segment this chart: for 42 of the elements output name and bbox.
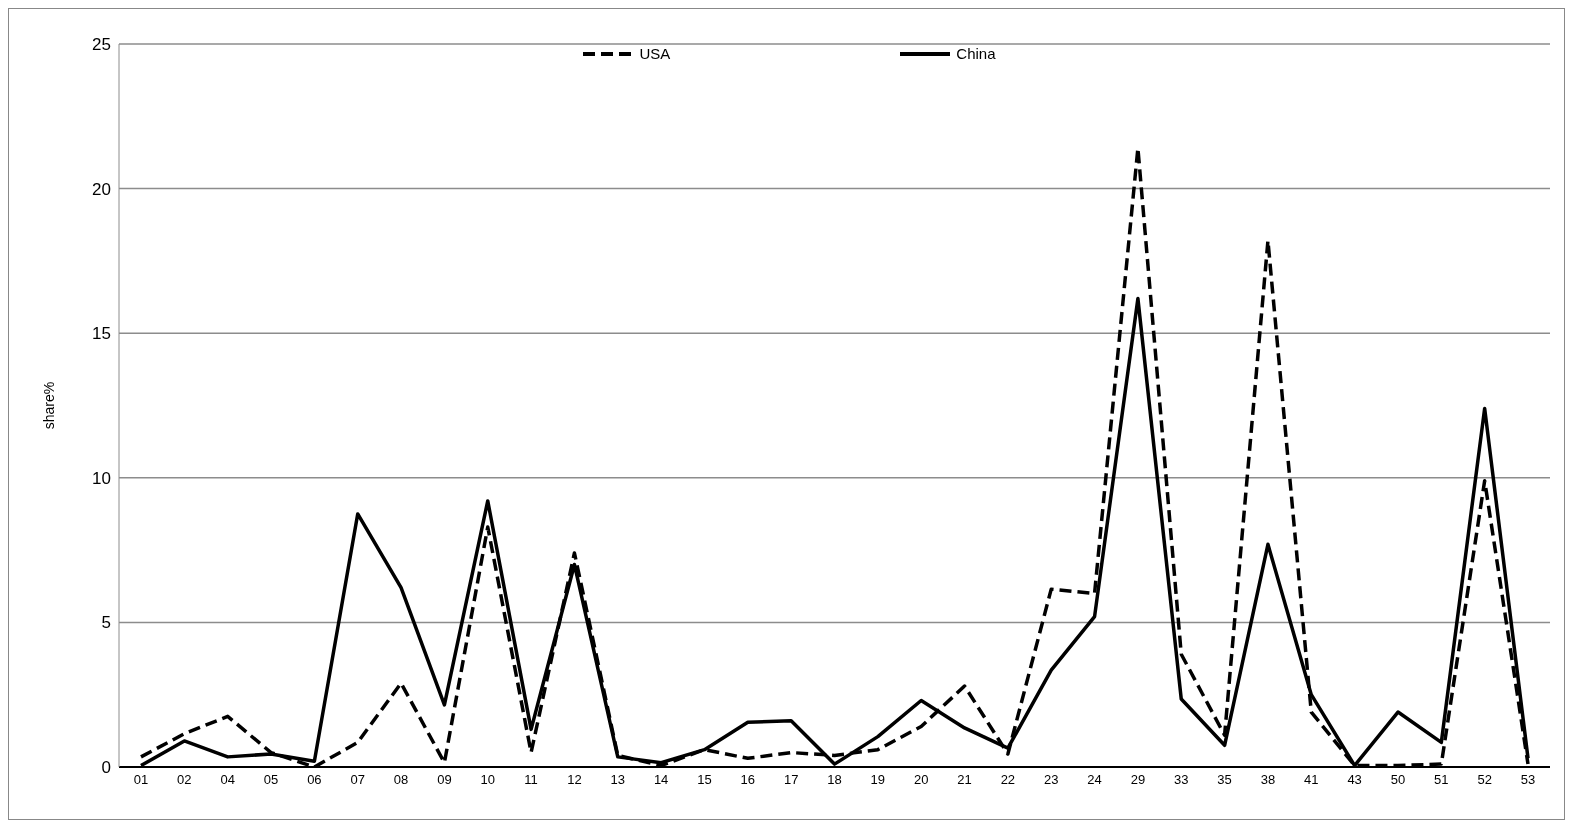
x-tick-label: 11 [524,772,538,788]
x-tick-label: 41 [1304,772,1319,788]
y-tick-label: 10 [92,468,111,488]
x-tick-label: 16 [740,772,756,788]
x-tick-label: 09 [437,772,452,788]
x-tick-label: 10 [480,772,495,788]
y-tick-label: 25 [92,35,111,55]
x-tick-label: 33 [1174,772,1189,788]
x-tick-label: 51 [1434,772,1449,788]
x-tick-label: 53 [1520,772,1536,788]
legend-label: USA [639,45,671,62]
x-tick-label: 22 [1000,772,1016,788]
x-tick-label: 17 [783,772,799,788]
x-tick-label: 04 [220,772,235,788]
x-tick-label: 15 [697,772,712,788]
x-tick-label: 23 [1043,772,1059,788]
x-tick-label: 43 [1347,772,1362,788]
x-tick-label: 52 [1477,772,1492,788]
x-tick-label: 24 [1087,772,1102,788]
legend-label: China [956,45,996,62]
x-tick-label: 38 [1260,772,1276,788]
y-tick-label: 15 [92,324,111,344]
x-tick-label: 12 [567,772,582,788]
x-tick-label: 18 [827,772,842,788]
x-tick-label: 08 [393,772,409,788]
x-tick-label: 01 [133,772,149,788]
y-tick-label: 20 [92,179,111,199]
x-tick-label: 13 [610,772,626,788]
x-tick-label: 20 [913,772,929,788]
y-axis-title: share% [40,381,57,430]
y-tick-label: 0 [101,758,111,778]
x-tick-label: 06 [307,772,322,788]
x-tick-label: 07 [350,772,365,788]
x-tick-label: 21 [957,772,972,788]
x-tick-label: 50 [1390,772,1406,788]
x-tick-label: 35 [1217,772,1232,788]
x-tick-label: 05 [263,772,279,788]
x-tick-label: 19 [870,772,886,788]
x-tick-label: 02 [177,772,192,788]
x-tick-label: 14 [653,772,669,788]
x-tick-label: 29 [1130,772,1146,788]
y-tick-label: 5 [101,613,111,633]
